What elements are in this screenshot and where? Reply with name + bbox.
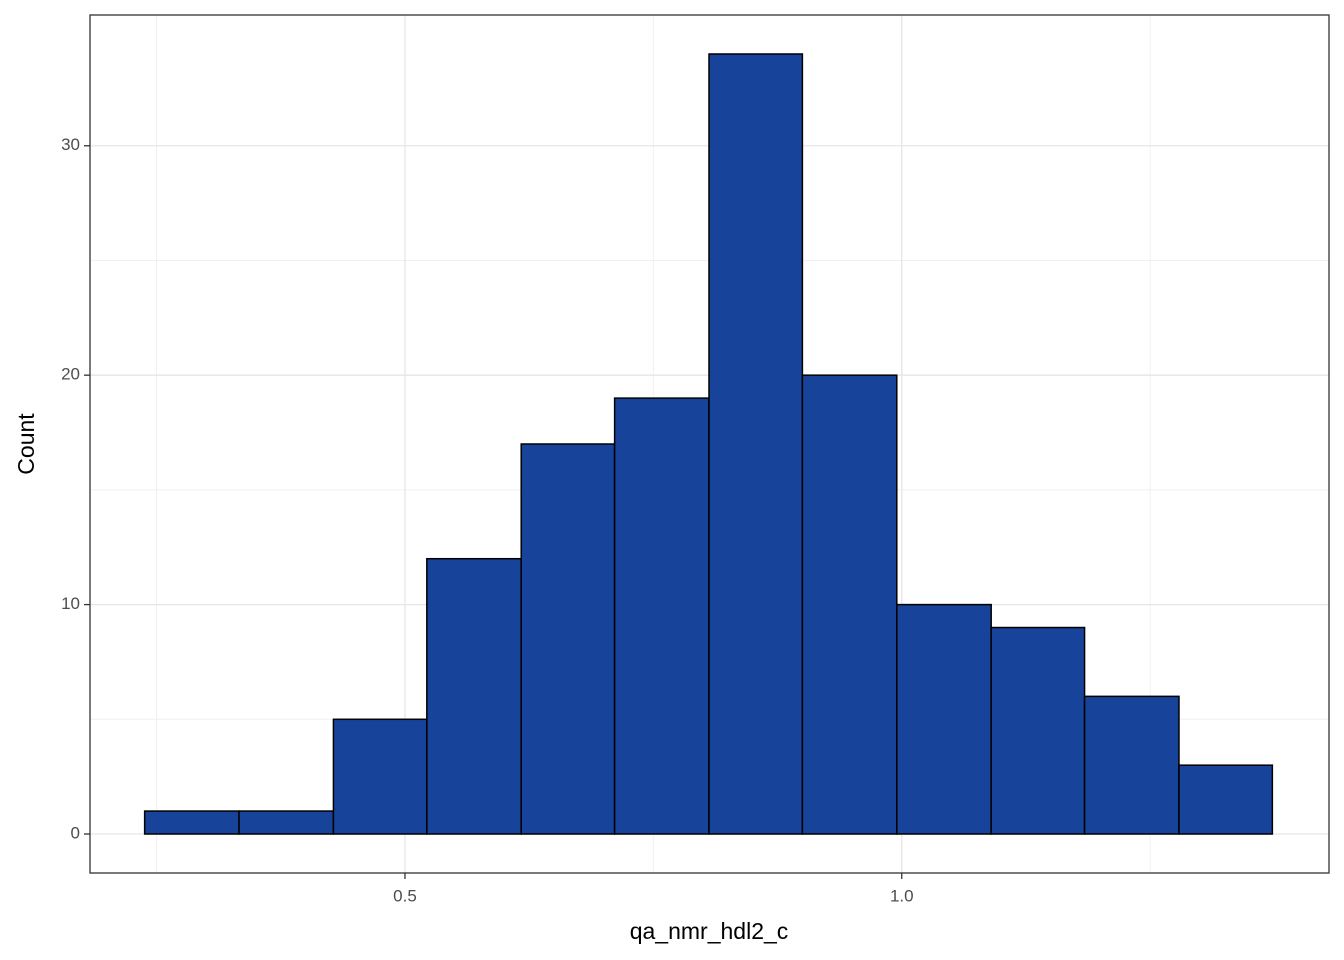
bar: [801, 374, 898, 835]
y-axis-label: Count: [13, 413, 39, 475]
bar: [426, 557, 522, 835]
x-tick-label: 1.0: [890, 886, 914, 905]
bar: [1178, 764, 1274, 835]
y-tick-label: 0: [71, 823, 80, 842]
y-tick-label: 30: [61, 135, 80, 154]
bar: [143, 810, 240, 835]
bar: [520, 443, 616, 835]
bar: [1083, 695, 1180, 835]
bar: [332, 718, 428, 835]
bar: [613, 397, 710, 835]
bar: [708, 53, 804, 835]
y-tick-label: 10: [61, 594, 80, 613]
x-tick-label: 0.5: [393, 886, 417, 905]
bar: [990, 626, 1086, 835]
bar: [238, 810, 335, 835]
panel-border: [89, 14, 1330, 874]
bar: [896, 603, 992, 835]
y-tick-label: 20: [61, 365, 80, 384]
x-axis-label: qa_nmr_hdl2_c: [630, 918, 789, 944]
